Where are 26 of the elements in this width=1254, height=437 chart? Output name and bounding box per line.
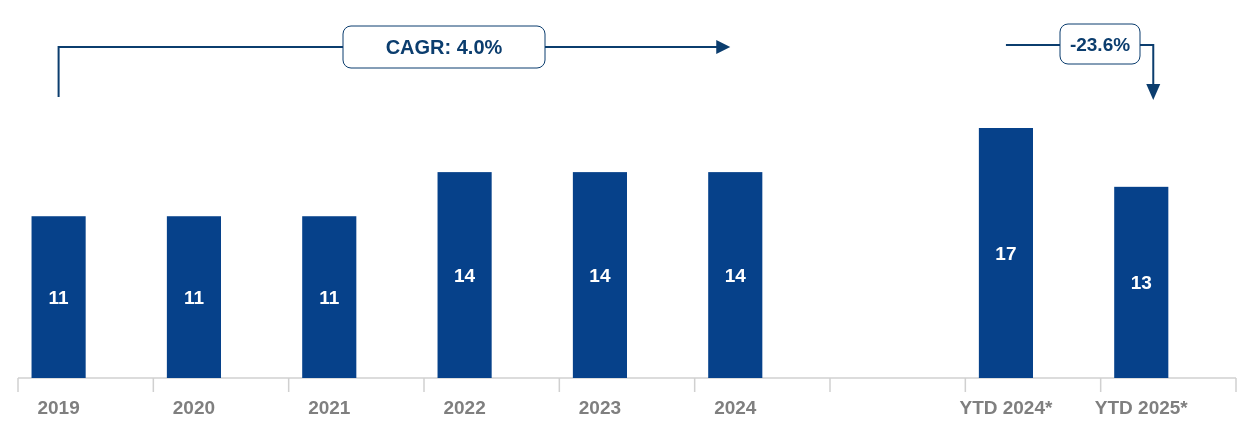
x-tick-label: YTD 2024* — [959, 397, 1053, 418]
bar — [437, 172, 492, 378]
data-label: 11 — [48, 287, 70, 309]
x-tick-label: 2021 — [308, 397, 351, 418]
x-tick-label: 2019 — [37, 397, 80, 418]
x-tick-label: YTD 2025* — [1094, 397, 1189, 418]
text: CAGR: 4.0% — [385, 36, 503, 58]
bar — [708, 172, 763, 378]
bar — [978, 128, 1033, 378]
text: -23.6% — [1069, 34, 1131, 55]
bar — [166, 216, 221, 378]
x-tick-label: 2024 — [714, 397, 757, 418]
data-label: 14 — [724, 265, 747, 287]
data-label: 14 — [589, 265, 611, 287]
data-label: 14 — [454, 265, 476, 287]
bar — [302, 216, 357, 378]
bar — [1114, 186, 1169, 378]
data-label: 17 — [995, 243, 1017, 264]
data-label: 11 — [319, 287, 340, 309]
data-label: 13 — [1130, 272, 1152, 294]
x-tick-label: 2022 — [443, 397, 486, 418]
x-tick-label: 2020 — [172, 397, 216, 418]
bar — [572, 172, 627, 378]
data-label: 11 — [183, 287, 205, 309]
bar — [31, 216, 86, 378]
x-tick-label: 2023 — [578, 397, 622, 418]
